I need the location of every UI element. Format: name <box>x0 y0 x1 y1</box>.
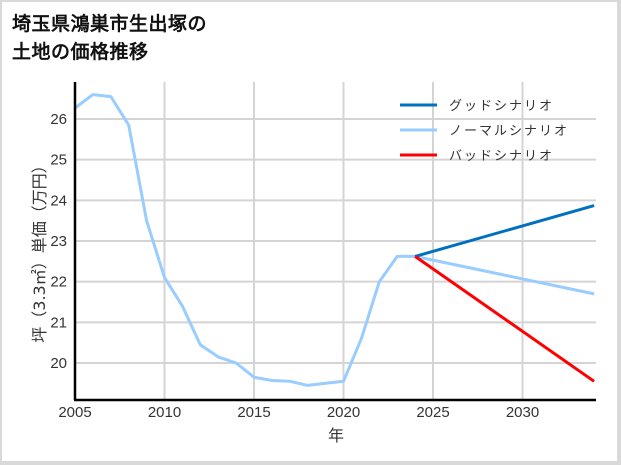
y-tick-label: 24 <box>50 192 67 209</box>
legend-label: ノーマルシナリオ <box>449 124 569 139</box>
x-axis-label: 年 <box>328 426 344 445</box>
x-tick-label: 2025 <box>416 404 449 421</box>
series-line <box>414 204 595 258</box>
series-line <box>74 93 595 387</box>
legend-label: バッドシナリオ <box>449 149 554 164</box>
y-tick-label: 22 <box>50 274 67 291</box>
title-line-2: 土地の価格推移 <box>12 41 149 63</box>
y-tick-label: 21 <box>50 314 67 331</box>
y-tick-label: 23 <box>50 233 67 250</box>
y-tick-label: 25 <box>50 152 67 169</box>
chart-title: 埼玉県鴻巣市生出塚の 土地の価格推移 <box>12 10 207 66</box>
axes <box>73 82 596 402</box>
x-tick-label: 2005 <box>58 404 91 421</box>
y-tick-label: 26 <box>50 111 67 128</box>
tick-labels: 2005 2010 2015 2020 2025 2030 20 21 22 23 24 25 26 <box>50 111 539 421</box>
x-tick-label: 2030 <box>506 404 539 421</box>
x-tick-label: 2010 <box>148 404 181 421</box>
title-line-1: 埼玉県鴻巣市生出塚の <box>12 13 208 35</box>
gridlines <box>75 82 596 400</box>
data-series <box>74 93 595 387</box>
x-tick-label: 2015 <box>237 404 270 421</box>
series-line <box>414 255 595 383</box>
y-axis-label: 坪（3.3㎡）単価（万円） <box>30 157 49 342</box>
x-tick-label: 2020 <box>327 404 360 421</box>
y-tick-label: 20 <box>50 355 67 372</box>
legend-label: グッドシナリオ <box>449 99 554 114</box>
